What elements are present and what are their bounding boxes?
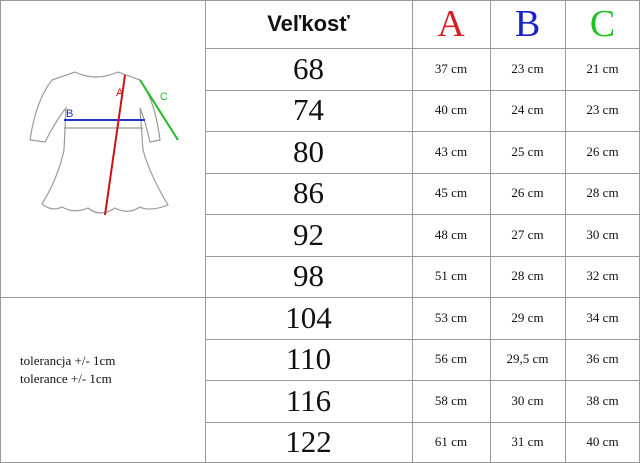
size-cell: 110 — [285, 341, 332, 377]
header-cell: B — [514, 3, 541, 45]
measure-cell: 24 cm — [511, 102, 544, 118]
measure-cell: 45 cm — [434, 185, 468, 201]
measure-cell: 36 cm — [586, 351, 619, 367]
size-cell: 122 — [285, 424, 332, 460]
measure-cell: 38 cm — [586, 392, 619, 408]
grid-line — [205, 297, 640, 298]
measure-cell: 29 cm — [511, 309, 544, 325]
grid-line — [205, 89, 640, 91]
measure-cell: 23 cm — [511, 60, 544, 76]
measure-cell: 61 cm — [434, 434, 468, 450]
size-cell: 74 — [293, 92, 324, 128]
grid-line — [205, 48, 640, 49]
size-cell: 86 — [293, 175, 324, 211]
measure-cell: 51 cm — [434, 268, 468, 284]
grid-line — [205, 421, 640, 423]
measure-cell: 29,5 cm — [506, 351, 549, 367]
measure-cell: 53 cm — [434, 309, 468, 325]
measure-cell: 37 cm — [434, 60, 468, 76]
grid-line — [412, 0, 413, 463]
grid-line — [0, 0, 1, 463]
header-cell: A — [437, 3, 465, 45]
label-b: B — [66, 108, 73, 120]
size-cell: 98 — [293, 258, 324, 294]
grid-line — [0, 297, 205, 298]
grid-line — [205, 380, 640, 381]
measure-cell: 43 cm — [434, 143, 468, 159]
tolerance-line: tolerancja +/- 1cm — [20, 353, 116, 368]
tolerance-line: tolerance +/- 1cm — [20, 371, 112, 386]
size-cell: 68 — [293, 50, 324, 86]
label-c: C — [160, 91, 168, 103]
measure-cell: 30 cm — [511, 392, 544, 408]
size-cell: 92 — [293, 216, 324, 252]
measure-cell: 34 cm — [586, 309, 619, 325]
grid-line — [0, 0, 640, 1]
header-cell: Veľkosť — [267, 11, 350, 36]
grid-line — [205, 255, 640, 257]
measure-cell: 21 cm — [586, 60, 619, 76]
measure-cell: 26 cm — [586, 143, 619, 159]
measure-cell: 23 cm — [586, 102, 619, 118]
size-cell: 116 — [285, 382, 332, 418]
measure-cell: 26 cm — [511, 185, 544, 201]
measure-cell: 48 cm — [434, 226, 468, 242]
size-cell: 104 — [285, 299, 332, 335]
measure-cell: 30 cm — [586, 226, 619, 242]
grid-line — [205, 131, 640, 132]
grid-line — [490, 0, 491, 463]
tolerance-note: tolerancja +/- 1cm tolerance +/- 1cm — [20, 352, 115, 388]
measure-cell: 40 cm — [586, 434, 619, 450]
header-cell: C — [589, 3, 616, 45]
measure-cell: 56 cm — [434, 351, 468, 367]
grid-line — [205, 172, 640, 174]
measure-cell: 58 cm — [434, 392, 468, 408]
measure-cell: 32 cm — [586, 268, 619, 284]
size-cell: 80 — [293, 133, 324, 169]
grid-line — [205, 0, 206, 463]
measure-cell: 25 cm — [511, 143, 544, 159]
label-a: A — [116, 87, 124, 99]
grid-line — [205, 338, 640, 340]
grid-line — [205, 214, 640, 215]
measure-cell: 28 cm — [586, 185, 619, 201]
grid-line — [565, 0, 566, 463]
measure-cell: 31 cm — [511, 434, 544, 450]
measure-cell: 27 cm — [511, 226, 544, 242]
measure-cell: 28 cm — [511, 268, 544, 284]
measure-cell: 40 cm — [434, 102, 468, 118]
dress-diagram: A B C — [29, 71, 179, 216]
